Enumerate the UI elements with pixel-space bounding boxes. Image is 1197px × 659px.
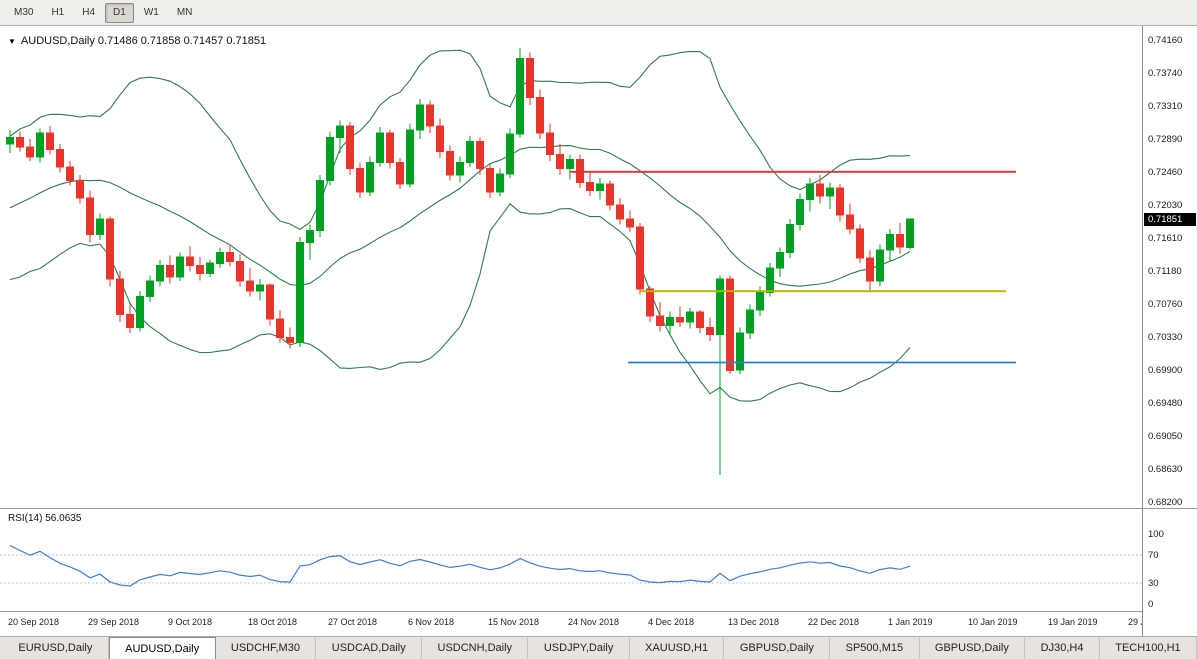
timeframe-button-h1[interactable]: H1	[51, 6, 65, 18]
rsi-scale-label: 100	[1148, 529, 1164, 540]
timeframe-toolbar: M30 H1 H4 D1 W1 MN	[0, 0, 1197, 26]
date-label: 4 Dec 2018	[648, 617, 695, 627]
bollinger-bands	[9, 49, 911, 402]
rsi-scale-label: 70	[1148, 550, 1159, 561]
price-scale-label: 0.74160	[1148, 35, 1183, 46]
chart-tab-usdjpy-daily[interactable]: USDJPY,Daily	[528, 637, 630, 659]
chart-tab-eurusd-daily[interactable]: EURUSD,Daily	[3, 637, 109, 659]
date-label: 13 Dec 2018	[728, 617, 780, 627]
price-scale-label: 0.73740	[1148, 68, 1183, 79]
chart-tab-xauusd-h1[interactable]: XAUUSD,H1	[630, 637, 725, 659]
price-scale[interactable]: 0.71851 0.74160 0.73740 0.73310 0.72890 0.72…	[1142, 26, 1197, 636]
date-label: 27 Oct 2018	[328, 617, 378, 627]
price-scale-label: 0.72890	[1148, 134, 1183, 145]
price-scale-label: 0.69900	[1148, 365, 1183, 376]
price-scale-label: 0.72460	[1148, 167, 1183, 178]
date-label: 22 Dec 2018	[808, 617, 860, 627]
timeframe-button-d1[interactable]: D1	[105, 2, 134, 23]
chart-tab-bar: EURUSD,Daily AUDUSD,Daily USDCHF,M30 USDCAD…	[0, 636, 1197, 659]
chart-tab-usdcnh-daily[interactable]: USDCNH,Daily	[422, 637, 529, 659]
date-label: 20 Sep 2018	[8, 617, 60, 627]
rsi-line	[9, 545, 911, 587]
chart-tab-usdcad-daily[interactable]: USDCAD,Daily	[316, 637, 423, 659]
timeframe-button-m30[interactable]: M30	[14, 6, 34, 18]
price-scale-label: 0.68200	[1148, 497, 1183, 508]
bollinger-lower-line	[9, 203, 911, 402]
rsi-scale-label: 30	[1148, 578, 1159, 589]
price-scale-label: 0.69050	[1148, 431, 1183, 442]
date-label: 18 Oct 2018	[248, 617, 298, 627]
rsi-axis-separator	[0, 611, 1142, 612]
timeframe-button-h4[interactable]: H4	[82, 6, 96, 18]
chart-tab-usdchf-m30[interactable]: USDCHF,M30	[216, 637, 317, 659]
price-scale-label: 0.70330	[1148, 332, 1183, 343]
time-axis[interactable]: 20 Sep 2018 29 Sep 2018 9 Oct 2018 18 Oct 2…	[0, 612, 1178, 636]
price-scale-label: 0.71180	[1148, 266, 1182, 277]
date-label: 9 Oct 2018	[168, 617, 213, 627]
bollinger-middle-line	[9, 145, 911, 287]
chart-tab-audusd-daily[interactable]: AUDUSD,Daily	[108, 637, 216, 659]
price-scale-label: 0.71610	[1148, 233, 1183, 244]
candlestick-series	[6, 47, 914, 475]
rsi-scale-label: 0	[1148, 599, 1154, 610]
price-scale-label: 0.73310	[1148, 101, 1183, 112]
date-label: 10 Jan 2019	[968, 617, 1018, 627]
chart-tab-gbpusd-daily[interactable]: GBPUSD,Daily	[920, 637, 1026, 659]
date-label: 6 Nov 2018	[408, 617, 455, 627]
chart-tab-tech100-h1[interactable]: TECH100,H1	[1100, 637, 1197, 659]
chart-tab-gbpusd-daily[interactable]: GBPUSD,Daily	[724, 637, 831, 659]
date-label: 19 Jan 2019	[1048, 617, 1098, 627]
price-scale-label: 0.72030	[1148, 200, 1183, 211]
ohlc-values: AUDUSD,Daily 0.71486 0.71858 0.71457 0.7…	[20, 35, 267, 47]
current-price-badge: 0.71851	[1144, 212, 1196, 226]
date-label: 29 Sep 2018	[88, 617, 140, 627]
main-rsi-separator[interactable]	[0, 508, 1197, 509]
ohlc-header: ▼ AUDUSD,Daily 0.71486 0.71858 0.71457 0…	[8, 35, 266, 47]
timeframe-button-w1[interactable]: W1	[143, 6, 159, 18]
chart-area[interactable]: ▼ AUDUSD,Daily 0.71486 0.71858 0.71457 0…	[0, 26, 1197, 636]
bollinger-upper-line	[9, 49, 911, 231]
main-price-chart[interactable]	[0, 26, 1142, 508]
rsi-indicator-pane[interactable]	[0, 510, 1142, 611]
chart-tab-dj30-h4[interactable]: DJ30,H4	[1025, 637, 1100, 659]
price-scale-label: 0.69480	[1148, 398, 1183, 409]
date-label: 1 Jan 2019	[888, 617, 933, 627]
timeframe-button-mn[interactable]: MN	[176, 6, 193, 18]
price-scale-label: 0.68630	[1148, 464, 1183, 475]
price-scale-label: 0.70760	[1148, 299, 1183, 310]
date-label: 24 Nov 2018	[568, 617, 620, 627]
chart-tab-sp500-m15[interactable]: SP500,M15	[830, 637, 920, 659]
symbol-dropdown-icon[interactable]: ▼	[8, 36, 16, 46]
rsi-label: RSI(14) 56.0635	[8, 513, 82, 524]
date-label: 15 Nov 2018	[488, 617, 540, 627]
